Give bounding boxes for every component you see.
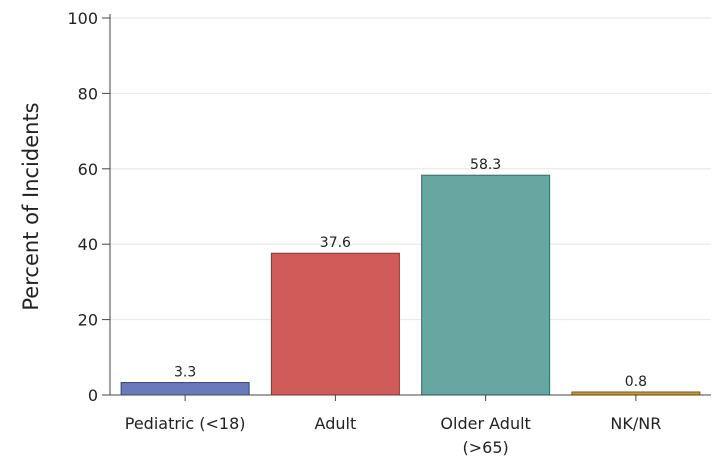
y-tick-label: 80 (78, 84, 98, 103)
x-tick-label: Pediatric (<18) (125, 414, 246, 433)
bars (120, 174, 701, 396)
y-tick-label: 100 (67, 9, 98, 28)
bar (421, 174, 551, 396)
data-label: 58.3 (470, 157, 501, 173)
y-tick-label: 60 (78, 160, 98, 179)
axes (102, 14, 711, 401)
data-label: 37.6 (320, 235, 351, 251)
x-tick-label: Older Adult (440, 414, 530, 433)
bar (120, 382, 250, 396)
gridlines (110, 17, 711, 321)
data-label: 0.8 (625, 374, 647, 390)
y-tick-label: 40 (78, 235, 98, 254)
y-tick-label: 20 (78, 311, 98, 330)
y-axis-title: Percent of Incidents (19, 102, 43, 310)
bar (270, 252, 400, 396)
x-tick-label: Adult (315, 414, 357, 433)
data-label: 3.3 (174, 365, 196, 381)
labels: 0 20 40 60 80 100 3.3 Pediatric (<18) 37.6 Adult 5… (67, 9, 661, 457)
x-tick-label: (>65) (463, 438, 509, 457)
x-tick-label: NK/NR (610, 414, 661, 433)
y-tick-label: 0 (88, 386, 98, 405)
